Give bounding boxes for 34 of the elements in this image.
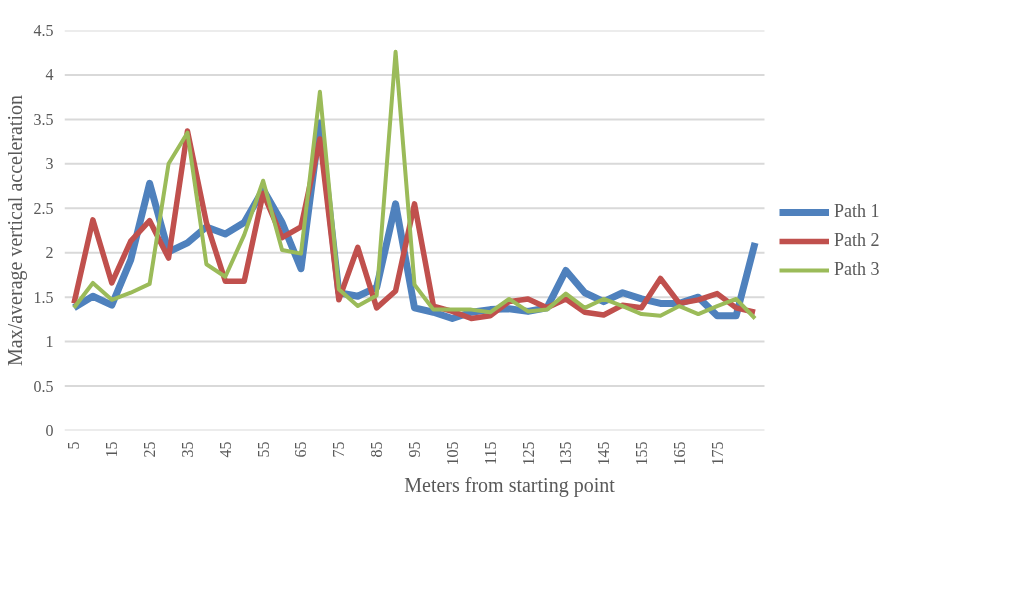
x-tick-label: 15: [103, 441, 121, 458]
x-tick-label: 55: [254, 441, 272, 458]
x-tick-label: 175: [708, 441, 726, 466]
x-tick-label: 65: [292, 441, 310, 458]
legend-label: Path 1: [834, 201, 880, 222]
x-tick-label: 165: [670, 441, 688, 466]
y-tick-label: 4: [45, 66, 54, 84]
y-tick-label: 1.5: [33, 288, 54, 306]
line-series: [71, 49, 758, 321]
y-axis-title: Max/average vertical acceleration: [3, 95, 27, 366]
x-tick-label: 115: [481, 441, 499, 465]
x-tick-label: 155: [633, 441, 651, 466]
y-tick-label: 2.5: [33, 199, 54, 217]
y-tick-label: 2: [45, 244, 54, 262]
y-tick-label: 0: [45, 422, 54, 439]
x-tick-label: 75: [330, 441, 348, 458]
x-tick-label: 85: [368, 441, 386, 458]
x-tick-label: 45: [216, 441, 234, 458]
x-axis-title: Meters from starting point: [404, 473, 616, 497]
x-tick-label: 5: [65, 441, 83, 450]
y-tick-label: 3.5: [33, 110, 54, 128]
x-tick-label: 135: [557, 441, 575, 466]
x-tick-label: 125: [519, 441, 537, 466]
y-tick-label: 0.5: [33, 377, 54, 395]
legend-label: Path 3: [834, 259, 880, 280]
y-tick-label: 3: [45, 155, 54, 173]
x-tick-label: 95: [406, 441, 423, 458]
x-tick-label: 35: [178, 441, 196, 458]
x-tick-label: 145: [595, 441, 613, 466]
y-tick-label: 1: [45, 333, 54, 351]
x-tick-label: 105: [443, 441, 461, 466]
legend-label: Path 2: [834, 230, 880, 251]
x-tick-label: 25: [141, 441, 159, 458]
y-tick-label: 4.5: [33, 22, 54, 39]
